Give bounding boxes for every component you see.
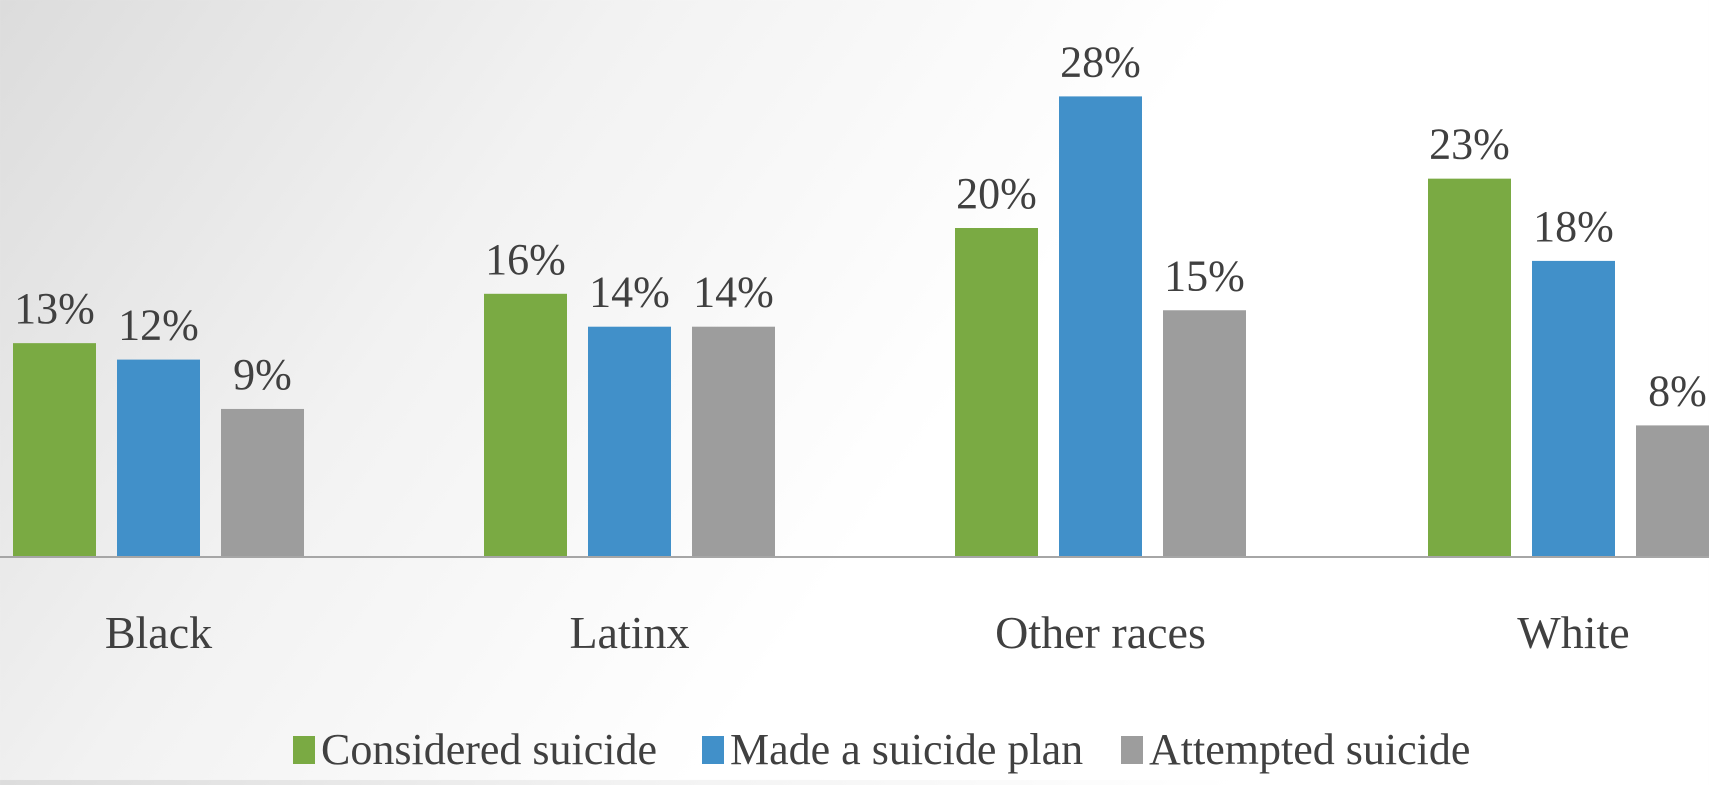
bar-other-races-made-a-suicide-plan — [1059, 96, 1142, 558]
bar-white-attempted-suicide — [1636, 425, 1709, 557]
bars-layer — [13, 96, 1709, 558]
category-labels-layer: Black Latinx Other races White — [105, 607, 1630, 658]
bar-other-races-attempted-suicide — [1163, 310, 1246, 557]
bar-black-considered-suicide — [13, 343, 96, 557]
data-label-latinx-attempted-suicide: 14% — [693, 268, 774, 317]
category-label-latinx: Latinx — [569, 607, 689, 658]
legend-label-attempted-suicide: Attempted suicide — [1149, 725, 1470, 774]
legend: Considered suicide Made a suicide plan Att… — [293, 725, 1470, 774]
bar-latinx-considered-suicide — [484, 293, 567, 557]
data-label-other-races-attempted-suicide: 15% — [1164, 251, 1245, 300]
bar-other-races-considered-suicide — [955, 228, 1038, 557]
data-label-white-made-a-suicide-plan: 18% — [1533, 202, 1614, 251]
legend-label-made-a-suicide-plan: Made a suicide plan — [730, 725, 1083, 774]
data-label-black-considered-suicide: 13% — [14, 284, 95, 333]
bar-white-made-a-suicide-plan — [1532, 260, 1615, 557]
data-label-latinx-made-a-suicide-plan: 14% — [589, 268, 670, 317]
bar-black-made-a-suicide-plan — [117, 359, 200, 557]
legend-swatch-considered-suicide — [293, 736, 315, 764]
bar-latinx-attempted-suicide — [692, 326, 775, 557]
bar-white-considered-suicide — [1428, 178, 1511, 557]
legend-swatch-attempted-suicide — [1121, 736, 1143, 764]
data-label-white-attempted-suicide: 8% — [1648, 366, 1707, 415]
data-label-other-races-considered-suicide: 20% — [956, 169, 1037, 218]
category-label-white: White — [1517, 607, 1629, 658]
data-label-black-made-a-suicide-plan: 12% — [118, 301, 199, 350]
data-label-black-attempted-suicide: 9% — [233, 350, 292, 399]
data-label-other-races-made-a-suicide-plan: 28% — [1060, 37, 1141, 86]
bar-latinx-made-a-suicide-plan — [588, 326, 671, 557]
bar-black-attempted-suicide — [221, 408, 304, 557]
data-labels-layer: 13% 12% 9% 16% 14% 14% 20% 28% 15% 23% 18% 8% — [14, 37, 1707, 415]
data-label-white-considered-suicide: 23% — [1429, 120, 1510, 169]
category-label-other-races: Other races — [995, 607, 1206, 658]
legend-label-considered-suicide: Considered suicide — [321, 725, 657, 774]
category-label-black: Black — [105, 607, 212, 658]
data-label-latinx-considered-suicide: 16% — [485, 235, 566, 284]
legend-swatch-made-a-suicide-plan — [702, 736, 724, 764]
